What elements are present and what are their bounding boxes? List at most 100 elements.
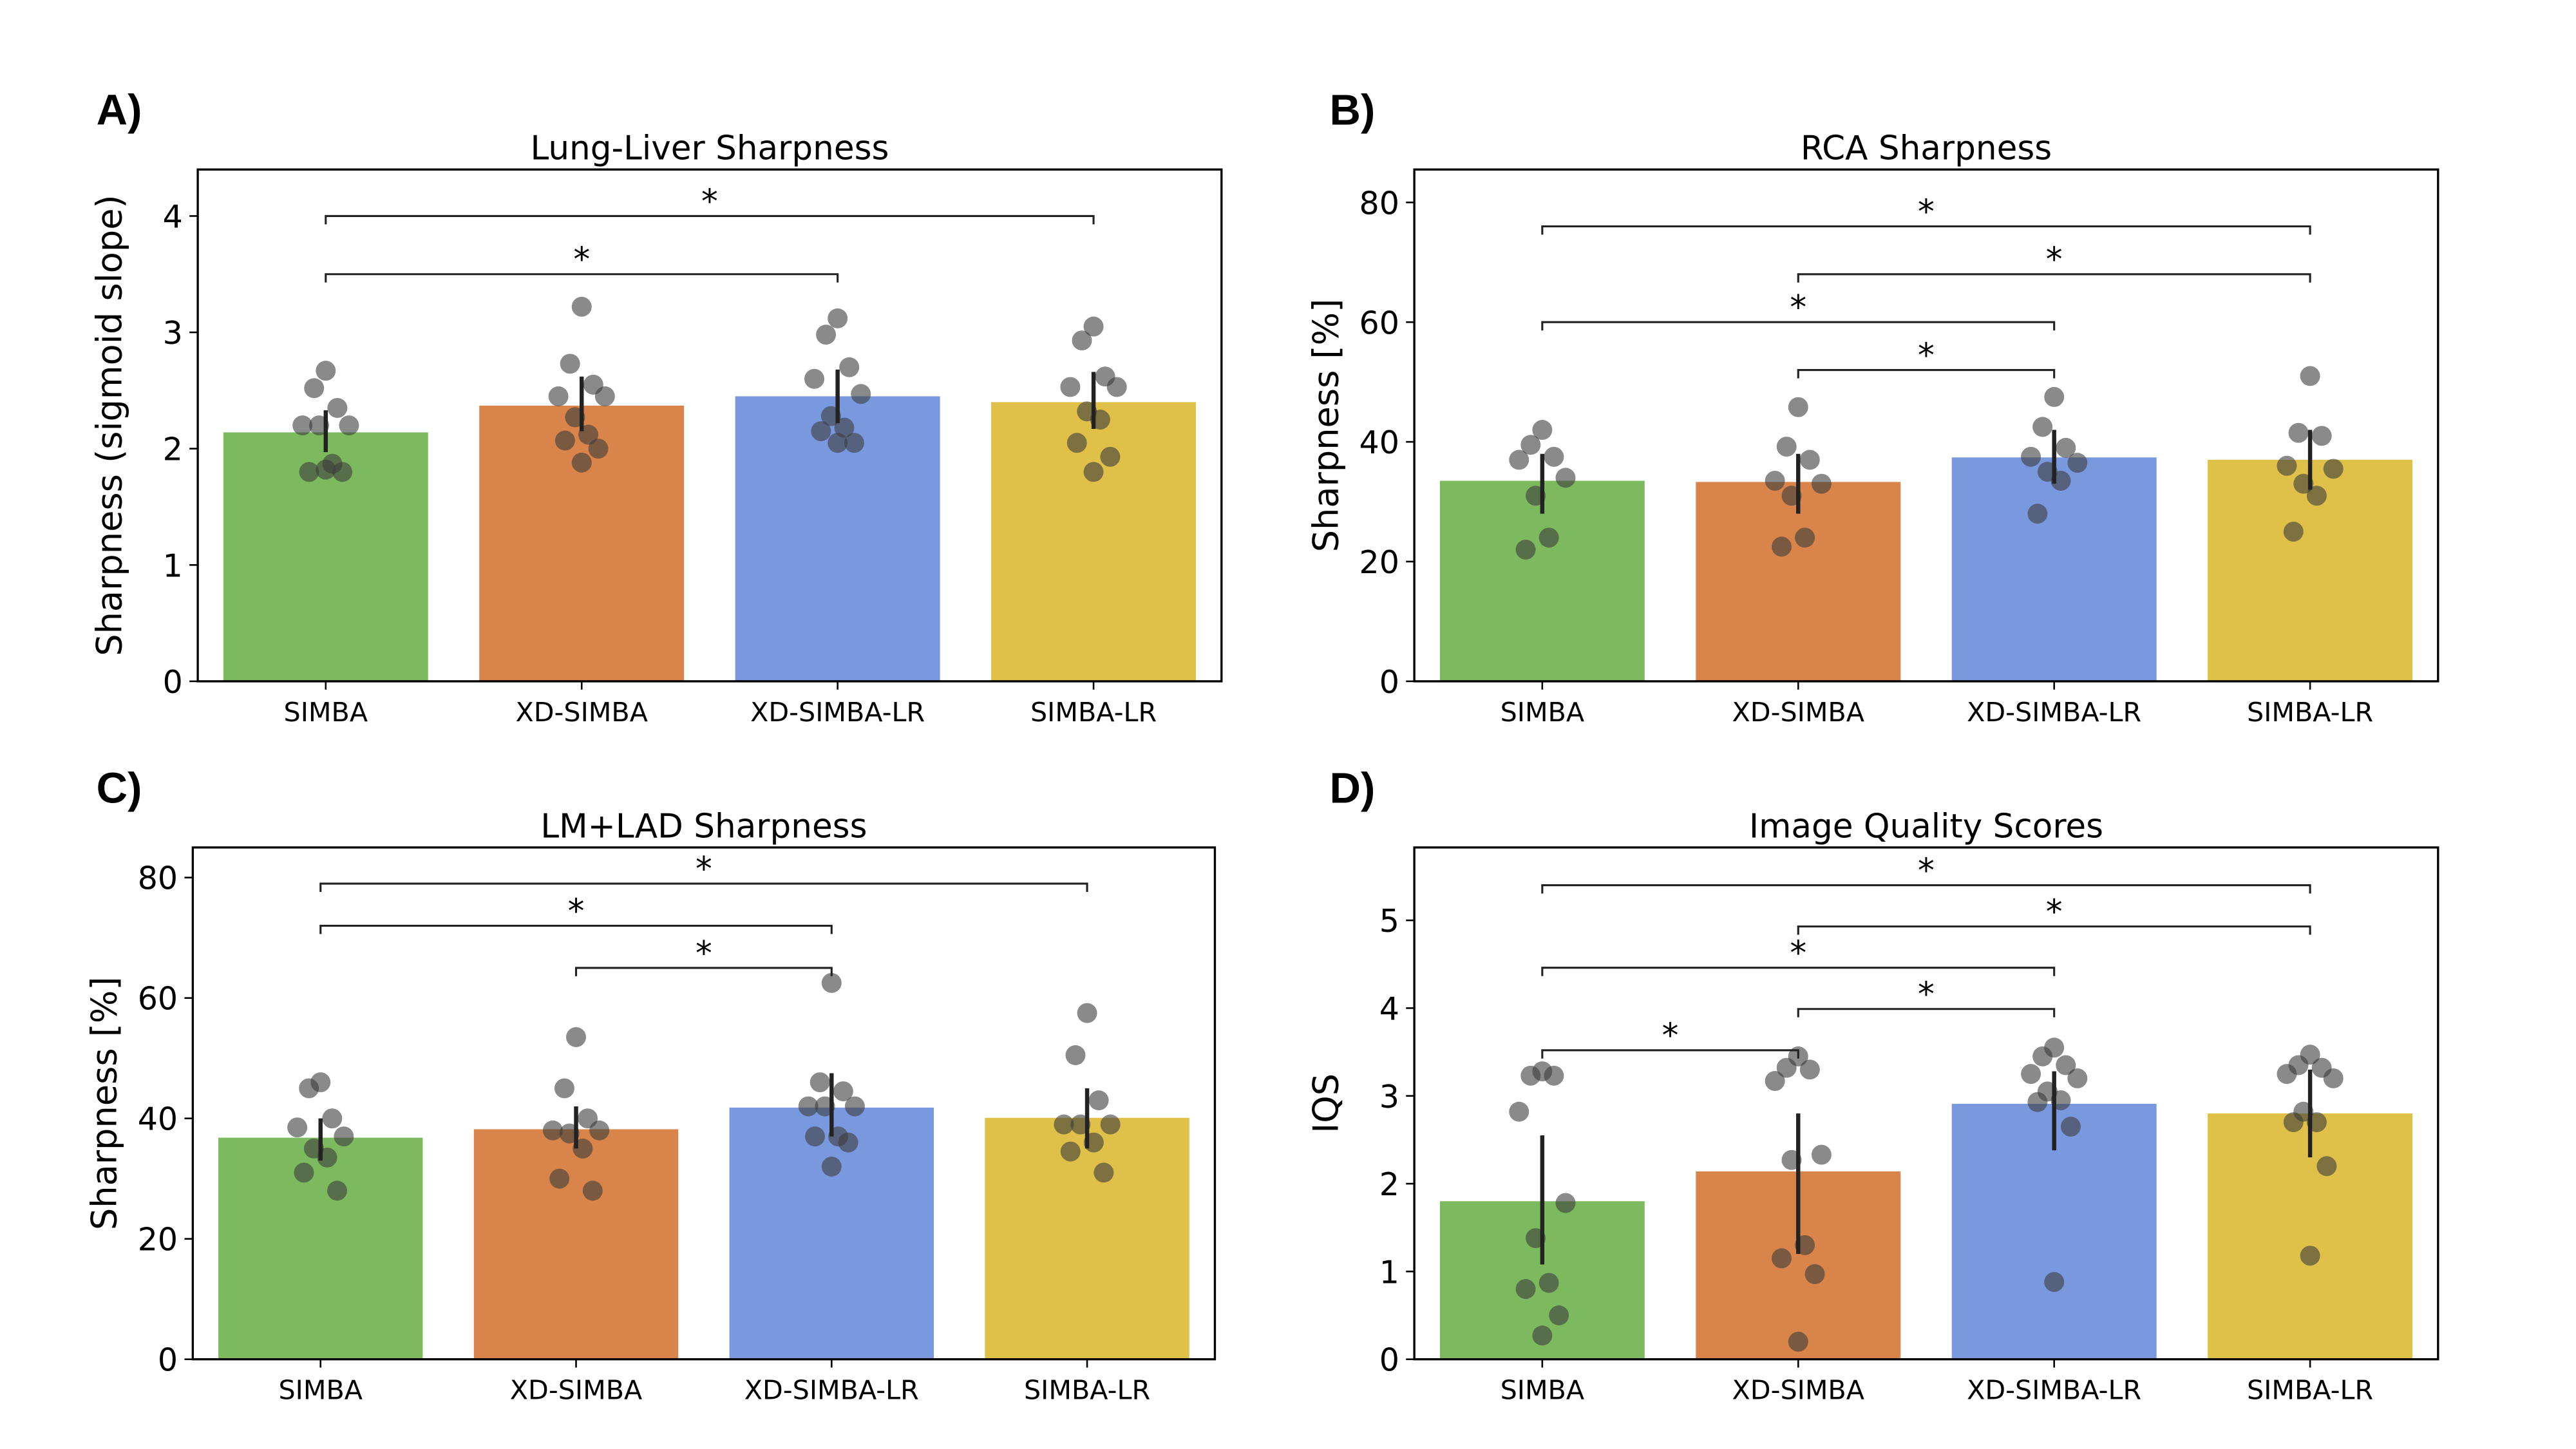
significance-bracket xyxy=(1541,884,2311,894)
data-point xyxy=(851,384,871,404)
data-point xyxy=(1549,1305,1569,1325)
data-point xyxy=(1066,433,1087,453)
panel-label: D) xyxy=(1330,764,1376,812)
x-tick-label: XD-SIMBA-LR xyxy=(1967,697,2141,728)
x-tick-label: XD-SIMBA xyxy=(515,697,647,728)
data-point xyxy=(549,1168,570,1189)
data-point xyxy=(828,308,848,328)
bar-xd-simba-lr xyxy=(1951,457,2157,681)
data-point xyxy=(1520,435,1541,455)
data-point xyxy=(1515,1279,1536,1300)
y-tick-label: 80 xyxy=(138,860,178,897)
bar-simba xyxy=(218,1137,423,1359)
data-point xyxy=(299,1078,319,1099)
data-point xyxy=(588,439,609,459)
y-tick-label: 3 xyxy=(1379,1078,1399,1115)
significance-bracket xyxy=(1541,225,2311,235)
bar-xd-simba xyxy=(1696,482,1901,681)
axes-frame xyxy=(1413,168,2439,683)
data-point xyxy=(334,1126,354,1147)
data-point xyxy=(1088,1090,1109,1111)
data-point xyxy=(821,1156,842,1177)
data-point xyxy=(571,452,592,473)
y-tick-label: 20 xyxy=(138,1221,178,1258)
y-tick-label: 4 xyxy=(163,198,183,236)
data-point xyxy=(2044,386,2065,407)
x-tick-label: XD-SIMBA-LR xyxy=(744,1375,919,1406)
data-point xyxy=(2306,486,2327,506)
data-point xyxy=(844,1096,865,1117)
significance-bracket xyxy=(1541,967,2056,976)
significance-star: * xyxy=(1790,289,1806,327)
data-point xyxy=(1077,1003,1097,1023)
x-tick-label: SIMBA xyxy=(1501,1375,1585,1406)
data-point xyxy=(1532,1325,1553,1346)
chart-panel-c: C) LM+LAD Sharpness 0 20 40 60 80 Sharpness [%]… xyxy=(84,764,1217,1406)
data-point xyxy=(2061,1116,2081,1137)
data-point xyxy=(1555,1193,1576,1213)
data-point xyxy=(299,462,319,482)
data-point xyxy=(2277,455,2297,476)
data-point xyxy=(1788,397,1808,417)
chart-title: Lung-Liver Sharpness xyxy=(531,129,889,168)
data-point xyxy=(589,1120,610,1141)
y-tick-label: 2 xyxy=(1379,1166,1399,1203)
data-point xyxy=(1771,536,1792,557)
data-point xyxy=(2283,522,2304,542)
data-point xyxy=(2032,417,2053,437)
data-point xyxy=(1765,471,1785,491)
data-point xyxy=(2021,1064,2041,1084)
data-point xyxy=(327,397,348,418)
data-point xyxy=(1509,1101,1530,1122)
data-point xyxy=(1539,527,1559,548)
data-point xyxy=(566,1027,586,1047)
significance-bracket xyxy=(1797,1008,2056,1018)
significance-star: * xyxy=(696,934,712,973)
y-tick-label: 1 xyxy=(163,547,183,584)
significance-star: * xyxy=(1918,851,1935,890)
data-point xyxy=(294,1162,314,1183)
data-point xyxy=(810,1072,830,1093)
y-tick-label: 60 xyxy=(138,980,178,1018)
data-point xyxy=(1100,1114,1121,1135)
data-point xyxy=(844,433,864,453)
x-tick-label: SIMBA xyxy=(284,697,368,728)
data-point xyxy=(2277,1064,2297,1084)
y-axis-label: Sharpness [%] xyxy=(84,976,125,1230)
y-tick-label: 80 xyxy=(1359,184,1399,222)
chart-panel-d: D) Image Quality Scores 0 1 2 3 4 5 IQS SIMBA XD-S… xyxy=(1305,764,2439,1406)
data-point xyxy=(327,1180,348,1201)
data-point xyxy=(1065,1045,1086,1065)
data-point xyxy=(1100,446,1121,467)
y-axis-label: IQS xyxy=(1305,1074,1346,1133)
significance-star: * xyxy=(1918,336,1935,375)
chart-panel-a: A) Lung-Liver Sharpness 0 1 2 3 4 Sharpness (si… xyxy=(89,86,1223,728)
data-point xyxy=(2323,459,2344,479)
data-point xyxy=(821,972,842,993)
significance-star: * xyxy=(701,182,718,221)
data-point xyxy=(1083,462,1104,482)
data-point xyxy=(1083,316,1104,337)
significance-star: * xyxy=(573,241,590,279)
data-point xyxy=(594,386,615,406)
data-point xyxy=(2316,1156,2337,1177)
chart-title: RCA Sharpness xyxy=(1801,129,2052,168)
panel-label: C) xyxy=(97,764,142,812)
chart-title: LM+LAD Sharpness xyxy=(540,807,867,846)
significance-bracket xyxy=(1541,1049,1799,1059)
data-point xyxy=(1799,1059,1820,1080)
data-point xyxy=(554,1078,574,1099)
x-tick-label: SIMBA-LR xyxy=(1030,697,1157,728)
significance-star: * xyxy=(568,892,585,931)
data-point xyxy=(2067,453,2088,473)
data-point xyxy=(542,1120,563,1141)
y-tick-label: 0 xyxy=(158,1341,178,1379)
y-tick-label: 40 xyxy=(138,1101,178,1138)
y-tick-label: 2 xyxy=(163,431,183,468)
data-point xyxy=(798,1096,819,1117)
data-point xyxy=(2021,446,2041,467)
data-point xyxy=(805,1126,825,1147)
data-point xyxy=(2027,504,2048,524)
data-point xyxy=(816,325,837,345)
data-point xyxy=(1054,1114,1074,1135)
